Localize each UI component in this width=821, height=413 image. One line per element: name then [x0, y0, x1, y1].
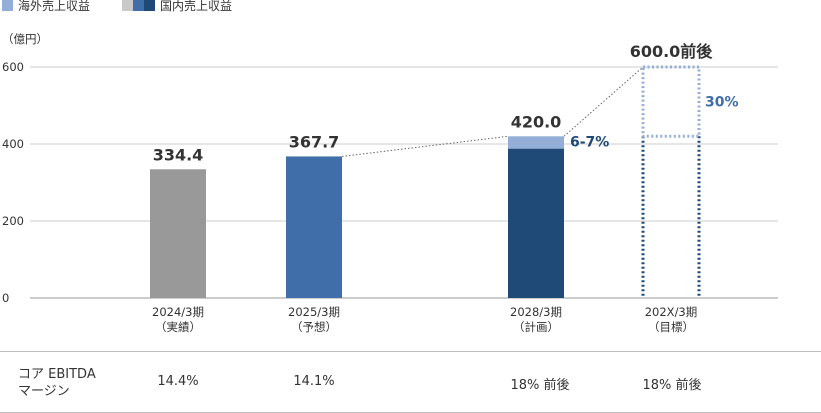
margin-value-2025: 14.1% — [293, 374, 335, 389]
gridlines — [30, 66, 778, 299]
x-tick-label-2-line1: 2028/3期 — [510, 305, 562, 319]
bars — [150, 65, 701, 298]
value-label-0: 334.4 — [153, 145, 204, 164]
core-ebitda-margin-row: コア EBITDA マージン 14.4% 14.1% 18% 前後 18% 前後 — [0, 351, 821, 413]
y-tick-label-0: 0 — [2, 291, 9, 305]
target-bar-overseas-outline — [641, 65, 701, 138]
margin-row-label-line1: コア EBITDA — [18, 367, 96, 382]
legend-swatch-domestic-navy — [144, 0, 155, 11]
y-tick-label-400: 400 — [2, 137, 24, 151]
bar-domestic-2 — [508, 148, 564, 298]
bar-overseas-2 — [508, 136, 564, 149]
legend-swatch-domestic-gray — [122, 0, 133, 11]
x-tick-label-1-line2: （予想） — [291, 320, 337, 334]
revenue-bar-chart: 海外売上収益 国内売上収益 （億円） 0 200 400 600 334.4 367.7 4… — [2, 0, 778, 334]
y-tick-label-600: 600 — [2, 60, 24, 74]
x-tick-label-1-line1: 2025/3期 — [288, 305, 340, 319]
x-tick-label-0-line2: （実績） — [155, 320, 201, 334]
connector-2028-target — [563, 66, 644, 137]
connector-2025-2028 — [341, 135, 509, 157]
margin-row-label: コア EBITDA マージン — [18, 366, 138, 400]
bar-domestic-1 — [286, 156, 342, 298]
x-tick-label-3-line2: （目標） — [648, 320, 694, 334]
legend-swatch-domestic-blue — [133, 0, 144, 11]
legend-label-overseas: 海外売上収益 — [18, 0, 90, 13]
y-axis-unit-label: （億円） — [2, 32, 48, 46]
legend-swatch-overseas — [2, 0, 13, 11]
overseas-share-target-label: 30% — [705, 95, 739, 111]
value-label-2: 420.0 — [511, 112, 562, 131]
legend-label-domestic: 国内売上収益 — [160, 0, 232, 13]
x-tick-label-3-line1: 202X/3期 — [645, 305, 698, 319]
margin-value-2028: 18% 前後 — [510, 378, 570, 393]
value-label-1: 367.7 — [289, 132, 340, 151]
overseas-share-2028-label: 6-7% — [570, 134, 609, 150]
margin-value-2024: 14.4% — [157, 374, 199, 389]
labels: 0 200 400 600 334.4 367.7 420.0 600.0前後 6-7% 30% 2… — [2, 42, 739, 334]
target-bar-domestic-outline — [641, 136, 701, 298]
y-tick-label-200: 200 — [2, 214, 24, 228]
margin-value-202x: 18% 前後 — [642, 378, 702, 393]
margin-row-label-line2: マージン — [18, 384, 70, 399]
x-tick-label-2-line2: （計画） — [513, 320, 559, 334]
value-label-3: 600.0前後 — [630, 42, 714, 61]
bar-domestic-0 — [150, 169, 206, 298]
x-tick-label-0-line1: 2024/3期 — [152, 305, 204, 319]
